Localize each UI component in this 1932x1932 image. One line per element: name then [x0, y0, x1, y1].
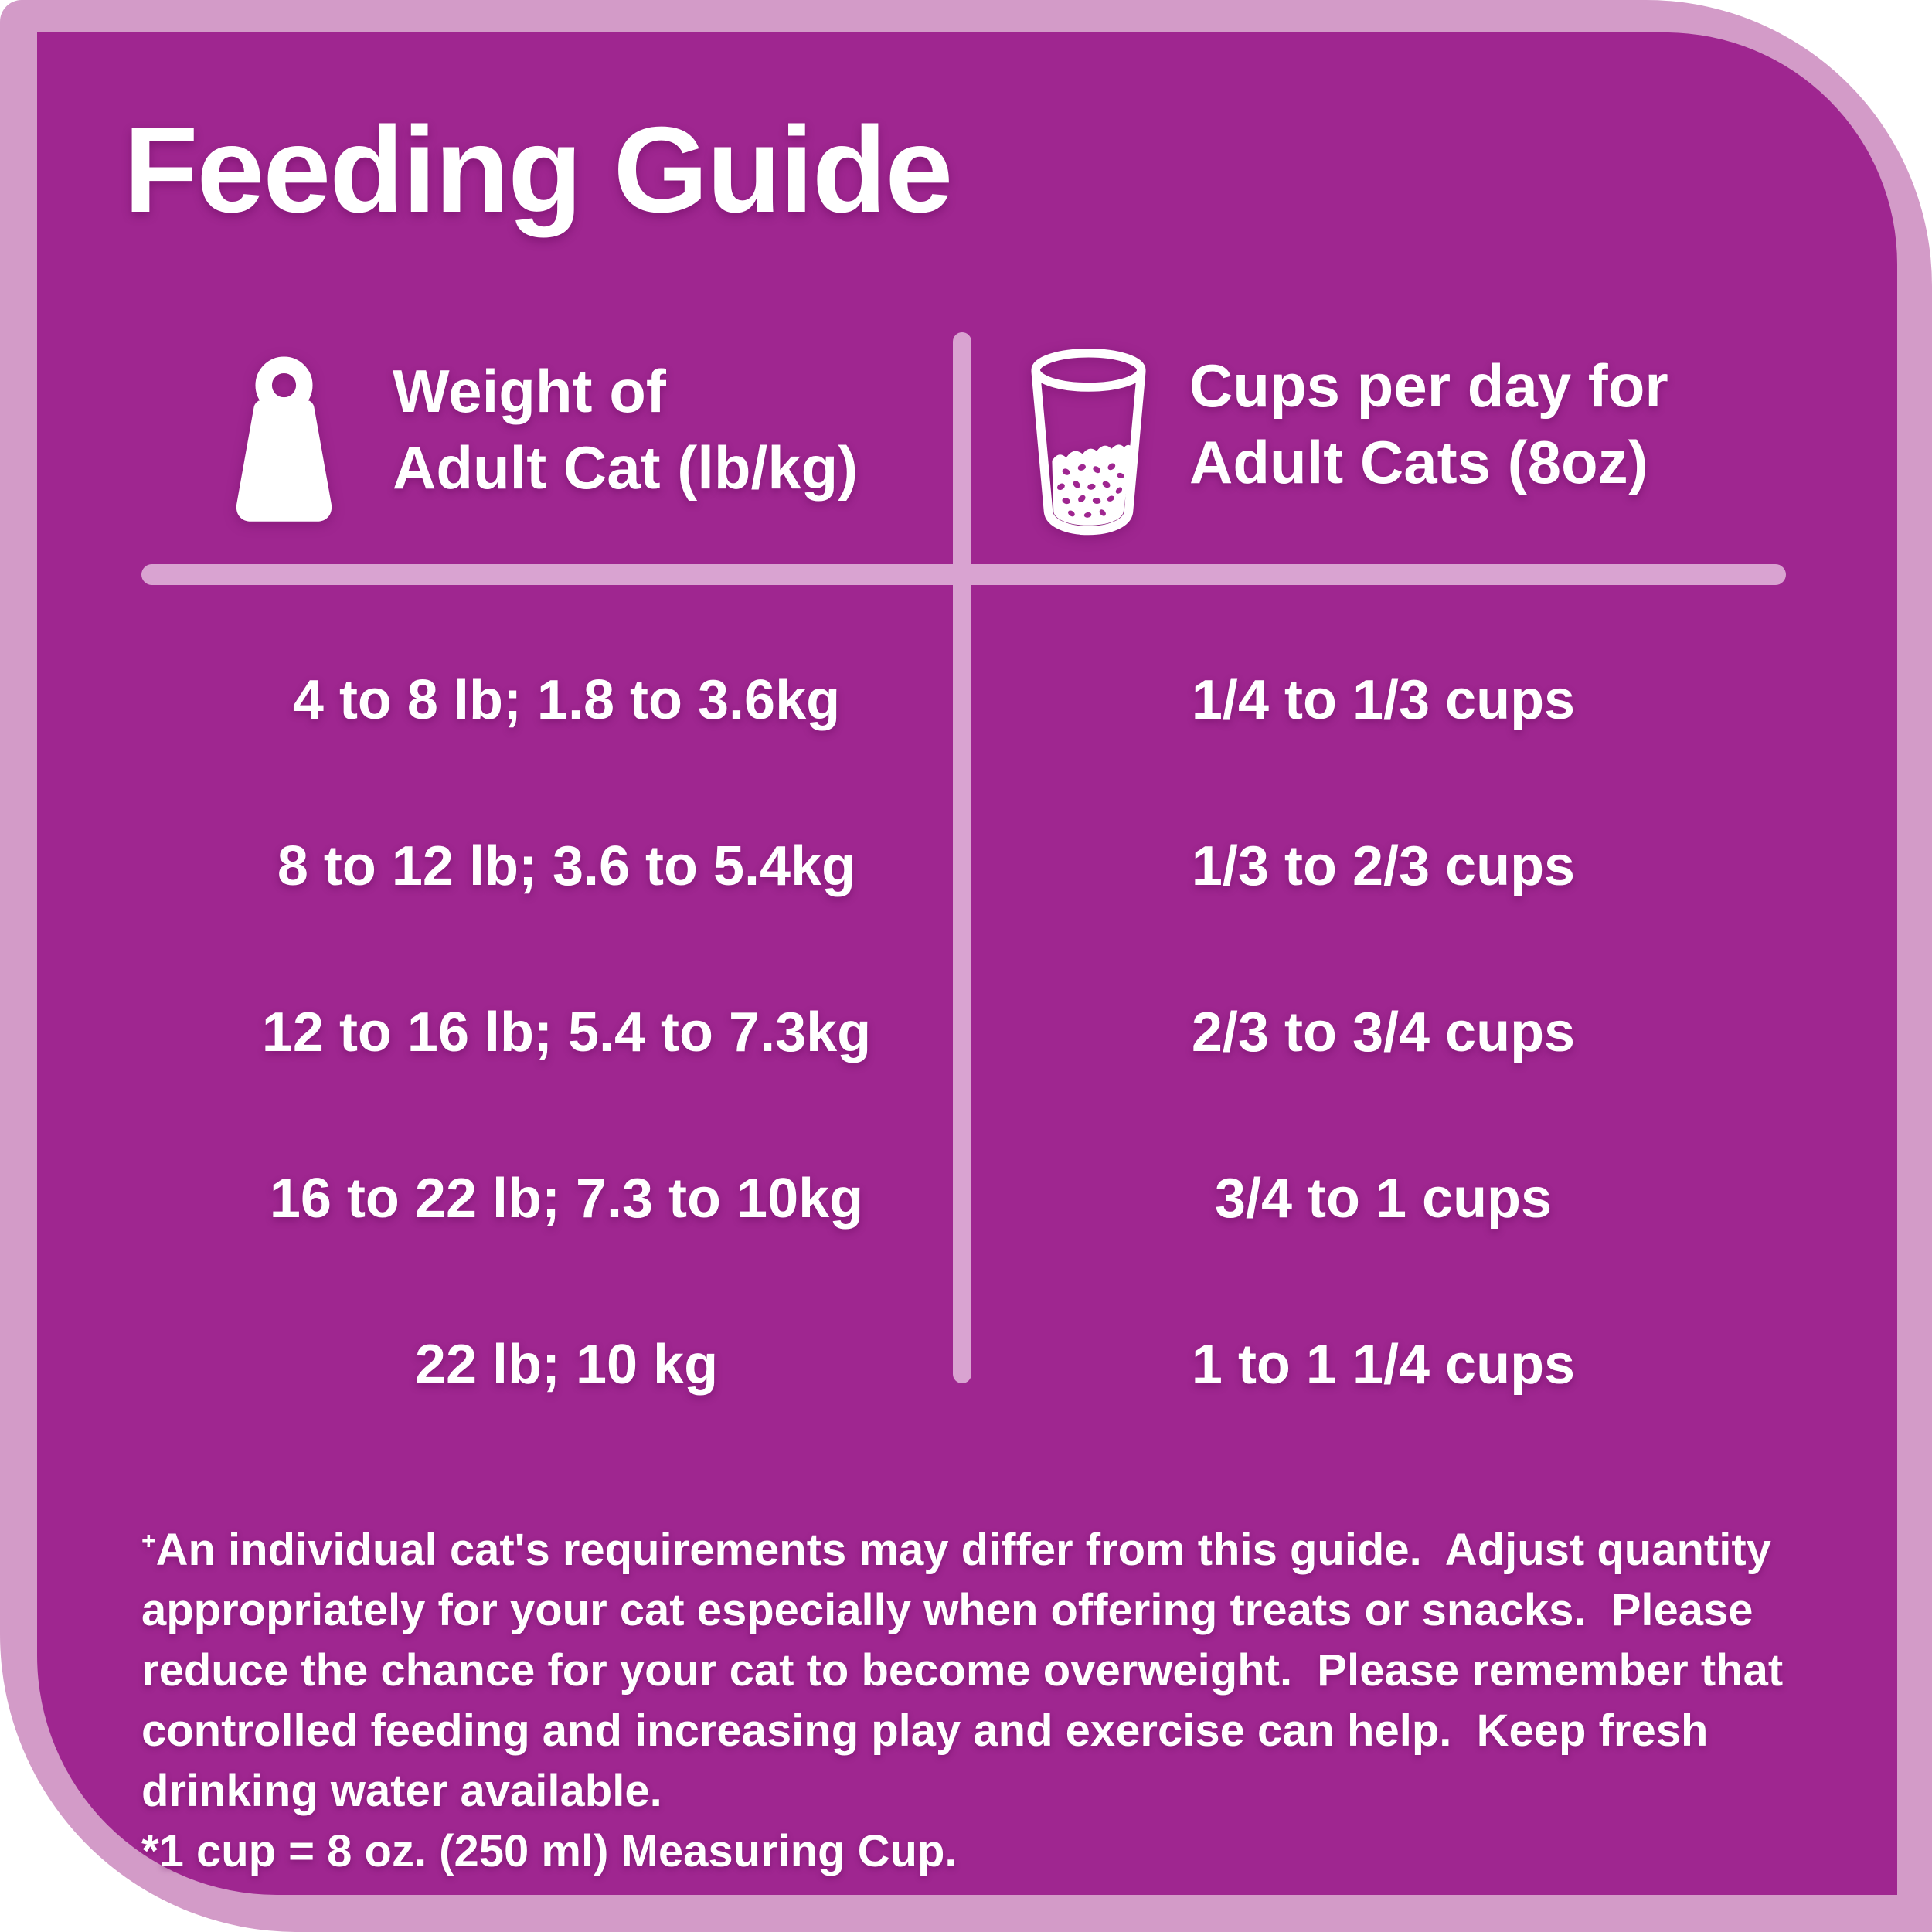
- table-row: 16 to 22 lb; 7.3 to 10kg 3/4 to 1 cups: [180, 1115, 1814, 1281]
- cup-note: *1 cup = 8 oz. (250 ml) Measuring Cup.: [141, 1826, 957, 1876]
- feeding-table: 4 to 8 lb; 1.8 to 3.6kg 1/4 to 1/3 cups …: [180, 617, 1814, 1447]
- cups-cell: 3/4 to 1 cups: [1214, 1167, 1553, 1230]
- column-header-cups: Cups per day for Adult Cats (8oz): [1025, 348, 1668, 541]
- table-row: 22 lb; 10 kg 1 to 1 1/4 cups: [180, 1281, 1814, 1447]
- divider-vertical: [953, 332, 971, 1383]
- page-title: Feeding Guide: [124, 102, 953, 238]
- table-row: 8 to 12 lb; 3.6 to 5.4kg 1/3 to 2/3 cups: [180, 783, 1814, 949]
- weight-cell: 16 to 22 lb; 7.3 to 10kg: [269, 1167, 864, 1230]
- weight-header-line2: Adult Cat (lb/kg): [393, 434, 859, 502]
- cups-cell: 1 to 1 1/4 cups: [1191, 1333, 1576, 1396]
- cups-cell: 1/4 to 1/3 cups: [1191, 668, 1576, 731]
- table-row: 12 to 16 lb; 5.4 to 7.3kg 2/3 to 3/4 cup…: [180, 949, 1814, 1115]
- weight-cell: 22 lb; 10 kg: [414, 1333, 719, 1396]
- cups-cell: 2/3 to 3/4 cups: [1191, 1001, 1576, 1063]
- cups-header-line1: Cups per day for: [1189, 352, 1668, 420]
- cups-cell: 1/3 to 2/3 cups: [1191, 835, 1576, 897]
- table-row: 4 to 8 lb; 1.8 to 3.6kg 1/4 to 1/3 cups: [180, 617, 1814, 783]
- weight-cell: 12 to 16 lb; 5.4 to 7.3kg: [261, 1001, 872, 1063]
- measuring-cup-icon: [1025, 348, 1152, 541]
- footnote: +An individual cat's requirements may di…: [141, 1520, 1818, 1882]
- weight-icon: [213, 353, 355, 535]
- footnote-marker: +: [141, 1526, 156, 1555]
- column-header-weight: Weight of Adult Cat (lb/kg): [213, 353, 858, 535]
- weight-cell: 8 to 12 lb; 3.6 to 5.4kg: [277, 835, 856, 897]
- feeding-guide-panel: Feeding Guide Weight of Adult Cat (lb/kg…: [37, 32, 1897, 1895]
- weight-header-line1: Weight of: [393, 357, 666, 425]
- weight-cell: 4 to 8 lb; 1.8 to 3.6kg: [292, 668, 841, 731]
- footnote-text: An individual cat's requirements may dif…: [141, 1525, 1796, 1816]
- cups-header-line2: Adult Cats (8oz): [1189, 428, 1648, 496]
